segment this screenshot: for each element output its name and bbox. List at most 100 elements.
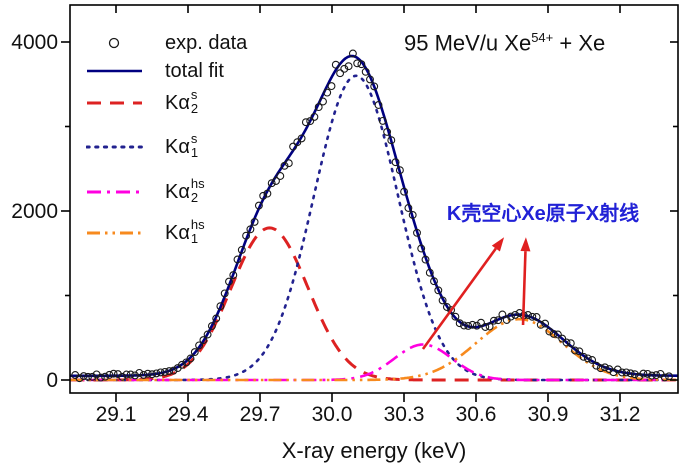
exp-data-point [413, 228, 421, 237]
exp-data-point [477, 318, 485, 327]
exp-data-point [297, 134, 306, 143]
exp-data-point [652, 371, 661, 380]
exp-data-point [455, 319, 464, 328]
x-axis-tick-label: 30.6 [455, 403, 497, 426]
exp-data-point [190, 348, 199, 357]
reaction-superscript: 54+ [531, 30, 554, 45]
exp-data-point [588, 356, 597, 364]
exp-data-point [421, 255, 430, 264]
exp-data-point [75, 374, 84, 383]
exp-data-point [113, 370, 122, 379]
exp-data-point [314, 103, 323, 112]
x-axis-tick-label: 30.0 [311, 403, 353, 426]
legend-label: exp. data [165, 31, 248, 54]
exp-data-point [374, 101, 383, 109]
exp-data-point [571, 346, 579, 355]
exp-data-point [558, 334, 567, 343]
exp-data-point [647, 371, 656, 380]
exp-data-point [101, 372, 110, 381]
exp-data-point [618, 368, 626, 377]
exp-data-point [118, 372, 127, 381]
exp-data-point [280, 161, 289, 170]
exp-data-point [105, 370, 114, 379]
exp-data-point [434, 286, 443, 295]
x-axis-tick-label: 30.3 [383, 403, 425, 426]
legend-label: Kα hs 1 [165, 217, 205, 246]
exp-data-point [622, 368, 631, 377]
reaction-annotation: 95 MeV/u Xe54+ + Xe [404, 30, 605, 56]
legend-item-ka2s: Kα s 2 [86, 86, 198, 120]
exp-data-point [344, 62, 353, 71]
exp-data-point [383, 127, 392, 136]
arrow-shaft [421, 247, 497, 350]
exp-data-point [395, 166, 404, 175]
exp-data-point [511, 310, 520, 319]
exp-data-point [109, 369, 118, 378]
exp-data-point [254, 201, 263, 210]
plot-area [70, 49, 678, 383]
reaction-prefix: 95 MeV/u Xe [404, 30, 532, 56]
exp-data-point [160, 367, 169, 376]
x-axis-tick-label: 29.4 [167, 403, 209, 426]
exp-data-point [139, 370, 148, 379]
exp-data-point [357, 60, 366, 69]
exp-data-point [481, 323, 490, 331]
total-fit-line-icon [87, 69, 142, 73]
exp-data-point [195, 341, 204, 350]
annotation-arrows [421, 237, 531, 350]
exp-data-point [259, 191, 268, 200]
exp-data-point [178, 360, 186, 369]
exp-data-point [506, 312, 515, 321]
exp-data-point [165, 367, 174, 376]
exp-data-point [596, 364, 605, 373]
legend-item-ka1hs: Kα hs 1 [86, 216, 205, 250]
exp-data-point [348, 49, 357, 58]
exp-data-point [203, 330, 212, 339]
exp-data-point [88, 372, 97, 381]
exp-data-point [391, 158, 400, 167]
exp-data-point [583, 354, 592, 363]
exp-data-point [451, 312, 460, 321]
exp-data-point [400, 187, 409, 196]
exp-data-point [135, 368, 144, 377]
exp-data-point [549, 329, 558, 338]
exp-data-point [301, 118, 310, 127]
ka2hs-dashdot-line-icon [87, 190, 142, 194]
exp-data-point [220, 289, 229, 298]
exp-data-point [408, 211, 417, 219]
exp-data-point [464, 321, 473, 330]
exp-data-point [665, 372, 673, 381]
exp-data-point [216, 302, 225, 311]
exp-data-point [327, 82, 336, 91]
exp-data-point [242, 231, 251, 240]
exp-data-point [225, 277, 233, 286]
exp-data-point [340, 64, 349, 73]
y-axis-tick-label: 0 [46, 369, 58, 392]
exp-data-point [545, 327, 554, 336]
exp-data-point [660, 373, 669, 382]
open-circle-icon [108, 37, 120, 49]
exp-data-point [425, 268, 434, 277]
exp-data-point [84, 372, 92, 381]
exp-data-point [306, 117, 315, 126]
exp-data-point [289, 142, 298, 151]
exp-data-point [366, 75, 374, 84]
legend-item-ka1s: Kα s 1 [86, 130, 198, 164]
legend-label: Kα s 2 [165, 87, 199, 116]
legend-label: total fit [165, 59, 224, 82]
arrow-head-icon [491, 237, 505, 252]
legend-label: Kα hs 2 [165, 176, 205, 205]
exp-data-point [212, 314, 221, 323]
exp-data-point [378, 116, 387, 125]
axes-frame [61, 4, 679, 402]
exp-data-point [152, 369, 161, 378]
hollow-atom-annotation: K壳空心Xe原子X射线 [446, 203, 640, 225]
exp-data-marker-icon [108, 37, 120, 49]
exp-data-point [143, 369, 152, 378]
x-axis-tick-label: 31.2 [599, 403, 641, 426]
ka2hs-curve [70, 343, 678, 382]
exp-data-point [609, 368, 618, 377]
exp-data-point [148, 370, 157, 379]
